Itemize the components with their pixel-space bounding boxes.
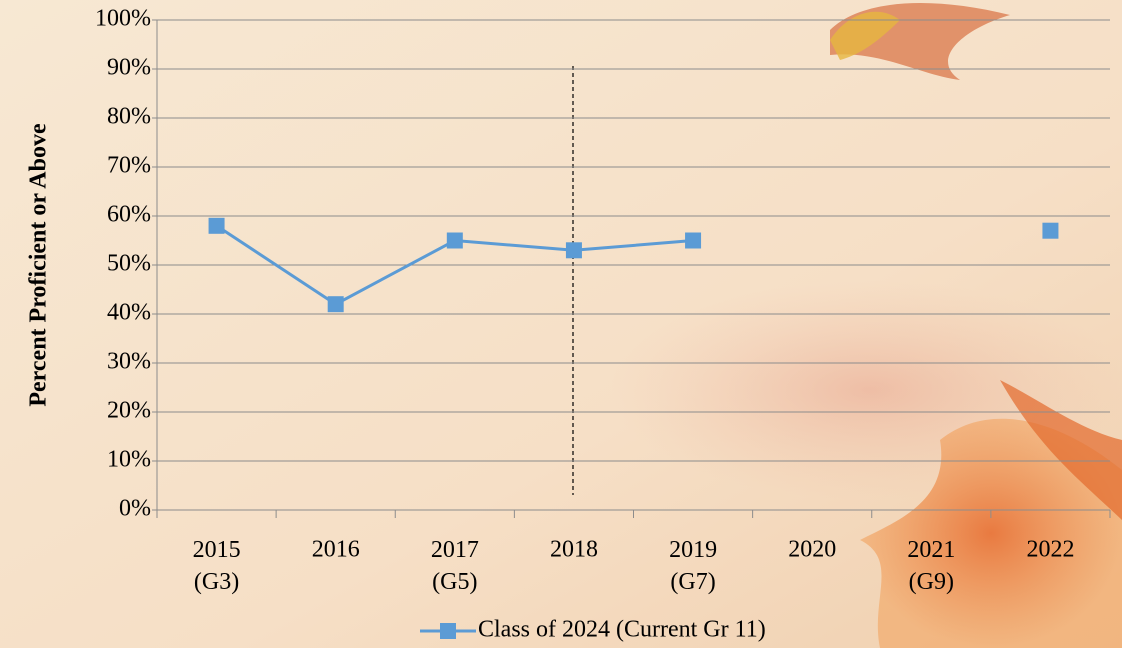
legend-label: Class of 2024 (Current Gr 11) (478, 617, 766, 643)
marker (447, 233, 463, 249)
y-tick-label: 60% (107, 202, 151, 228)
marker (1042, 223, 1058, 239)
y-tick-label: 30% (107, 349, 151, 375)
x-tick-label: 2020 (788, 537, 836, 563)
y-tick-label: 20% (107, 398, 151, 424)
x-tick-label: 2018 (550, 537, 598, 563)
marker (685, 233, 701, 249)
marker (209, 218, 225, 234)
chart: Percent Proficient or Above 0% 10% 20% 30% 4… (0, 0, 1122, 648)
y-tick-label: 50% (107, 251, 151, 277)
y-axis-title: Percent Proficient or Above (26, 123, 52, 407)
y-tick-label: 90% (107, 55, 151, 81)
y-tick-label: 80% (107, 104, 151, 130)
y-tick-label: 100% (95, 6, 151, 32)
x-tick-label: 2022 (1026, 537, 1074, 563)
y-tick-label: 10% (107, 447, 151, 473)
x-tick-label: 2016 (312, 537, 360, 563)
marker (328, 296, 344, 312)
y-tick-label: 70% (107, 153, 151, 179)
marker (566, 242, 582, 258)
y-tick-label: 40% (107, 300, 151, 326)
y-tick-label: 0% (119, 496, 151, 522)
legend-marker (440, 623, 456, 639)
